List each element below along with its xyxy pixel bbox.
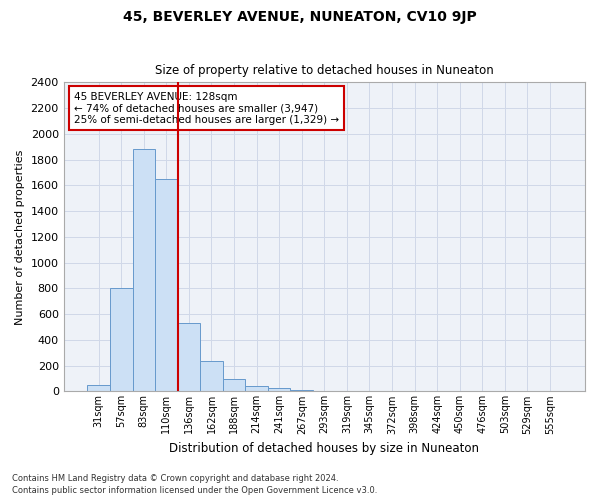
Bar [133, 150, 155, 392]
Bar [88, 385, 110, 392]
Title: Size of property relative to detached houses in Nuneaton: Size of property relative to detached ho… [155, 64, 494, 77]
Text: 45 BEVERLEY AVENUE: 128sqm
← 74% of detached houses are smaller (3,947)
25% of s: 45 BEVERLEY AVENUE: 128sqm ← 74% of deta… [74, 92, 339, 125]
Bar [200, 361, 223, 392]
Y-axis label: Number of detached properties: Number of detached properties [15, 149, 25, 324]
Text: 45, BEVERLEY AVENUE, NUNEATON, CV10 9JP: 45, BEVERLEY AVENUE, NUNEATON, CV10 9JP [123, 10, 477, 24]
Bar [245, 386, 268, 392]
Bar [268, 388, 290, 392]
Bar [110, 288, 133, 392]
Bar [223, 378, 245, 392]
Bar [178, 323, 200, 392]
Bar [290, 390, 313, 392]
Bar [155, 179, 178, 392]
X-axis label: Distribution of detached houses by size in Nuneaton: Distribution of detached houses by size … [169, 442, 479, 455]
Text: Contains HM Land Registry data © Crown copyright and database right 2024.
Contai: Contains HM Land Registry data © Crown c… [12, 474, 377, 495]
